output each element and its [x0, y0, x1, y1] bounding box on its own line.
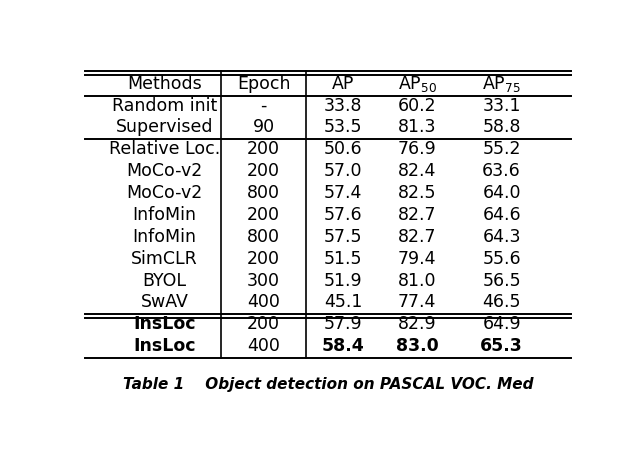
Text: 51.9: 51.9 — [324, 272, 362, 290]
Text: 55.2: 55.2 — [483, 140, 521, 158]
Text: 33.1: 33.1 — [483, 97, 521, 115]
Text: SwAV: SwAV — [140, 294, 188, 312]
Text: 81.3: 81.3 — [398, 119, 436, 136]
Text: Supervised: Supervised — [116, 119, 213, 136]
Text: SimCLR: SimCLR — [131, 250, 198, 267]
Text: MoCo-v2: MoCo-v2 — [126, 184, 202, 202]
Text: 50.6: 50.6 — [324, 140, 362, 158]
Text: 45.1: 45.1 — [324, 294, 362, 312]
Text: 57.6: 57.6 — [324, 206, 362, 224]
Text: 63.6: 63.6 — [482, 162, 521, 180]
Text: Epoch: Epoch — [237, 74, 291, 92]
Text: InfoMin: InfoMin — [132, 206, 196, 224]
Text: 46.5: 46.5 — [483, 294, 521, 312]
Text: MoCo-v2: MoCo-v2 — [126, 162, 202, 180]
Text: 76.9: 76.9 — [398, 140, 436, 158]
Text: 300: 300 — [247, 272, 280, 290]
Text: Table 1    Object detection on PASCAL VOC. Med: Table 1 Object detection on PASCAL VOC. … — [123, 377, 533, 391]
Text: 82.7: 82.7 — [398, 206, 436, 224]
Text: 90: 90 — [252, 119, 275, 136]
Text: 800: 800 — [247, 184, 280, 202]
Text: 58.4: 58.4 — [321, 337, 364, 355]
Text: 200: 200 — [247, 315, 280, 333]
Text: 82.4: 82.4 — [398, 162, 436, 180]
Text: InsLoc: InsLoc — [133, 315, 196, 333]
Text: 83.0: 83.0 — [396, 337, 438, 355]
Text: Relative Loc.: Relative Loc. — [109, 140, 220, 158]
Text: Methods: Methods — [127, 74, 202, 92]
Text: 400: 400 — [247, 337, 280, 355]
Text: 64.0: 64.0 — [483, 184, 521, 202]
Text: 400: 400 — [247, 294, 280, 312]
Text: 82.9: 82.9 — [398, 315, 436, 333]
Text: 60.2: 60.2 — [398, 97, 436, 115]
Text: InsLoc: InsLoc — [133, 337, 196, 355]
Text: 77.4: 77.4 — [398, 294, 436, 312]
Text: 79.4: 79.4 — [398, 250, 436, 267]
Text: -: - — [260, 97, 267, 115]
Text: 51.5: 51.5 — [324, 250, 362, 267]
Text: 33.8: 33.8 — [324, 97, 362, 115]
Text: 200: 200 — [247, 206, 280, 224]
Text: 81.0: 81.0 — [398, 272, 436, 290]
Text: 57.4: 57.4 — [324, 184, 362, 202]
Text: 64.6: 64.6 — [483, 206, 521, 224]
Text: 58.8: 58.8 — [483, 119, 521, 136]
Text: 64.9: 64.9 — [483, 315, 521, 333]
Text: 82.5: 82.5 — [398, 184, 436, 202]
Text: 53.5: 53.5 — [324, 119, 362, 136]
Text: 55.6: 55.6 — [483, 250, 521, 267]
Text: 200: 200 — [247, 140, 280, 158]
Text: 56.5: 56.5 — [483, 272, 521, 290]
Text: AP: AP — [332, 74, 354, 92]
Text: 82.7: 82.7 — [398, 228, 436, 246]
Text: 800: 800 — [247, 228, 280, 246]
Text: 57.5: 57.5 — [324, 228, 362, 246]
Text: BYOL: BYOL — [142, 272, 186, 290]
Text: 64.3: 64.3 — [483, 228, 521, 246]
Text: AP$_{75}$: AP$_{75}$ — [482, 74, 521, 94]
Text: Random init: Random init — [112, 97, 217, 115]
Text: 200: 200 — [247, 250, 280, 267]
Text: AP$_{50}$: AP$_{50}$ — [397, 74, 437, 94]
Text: 65.3: 65.3 — [480, 337, 523, 355]
Text: 57.0: 57.0 — [324, 162, 362, 180]
Text: 200: 200 — [247, 162, 280, 180]
Text: InfoMin: InfoMin — [132, 228, 196, 246]
Text: 57.9: 57.9 — [324, 315, 362, 333]
